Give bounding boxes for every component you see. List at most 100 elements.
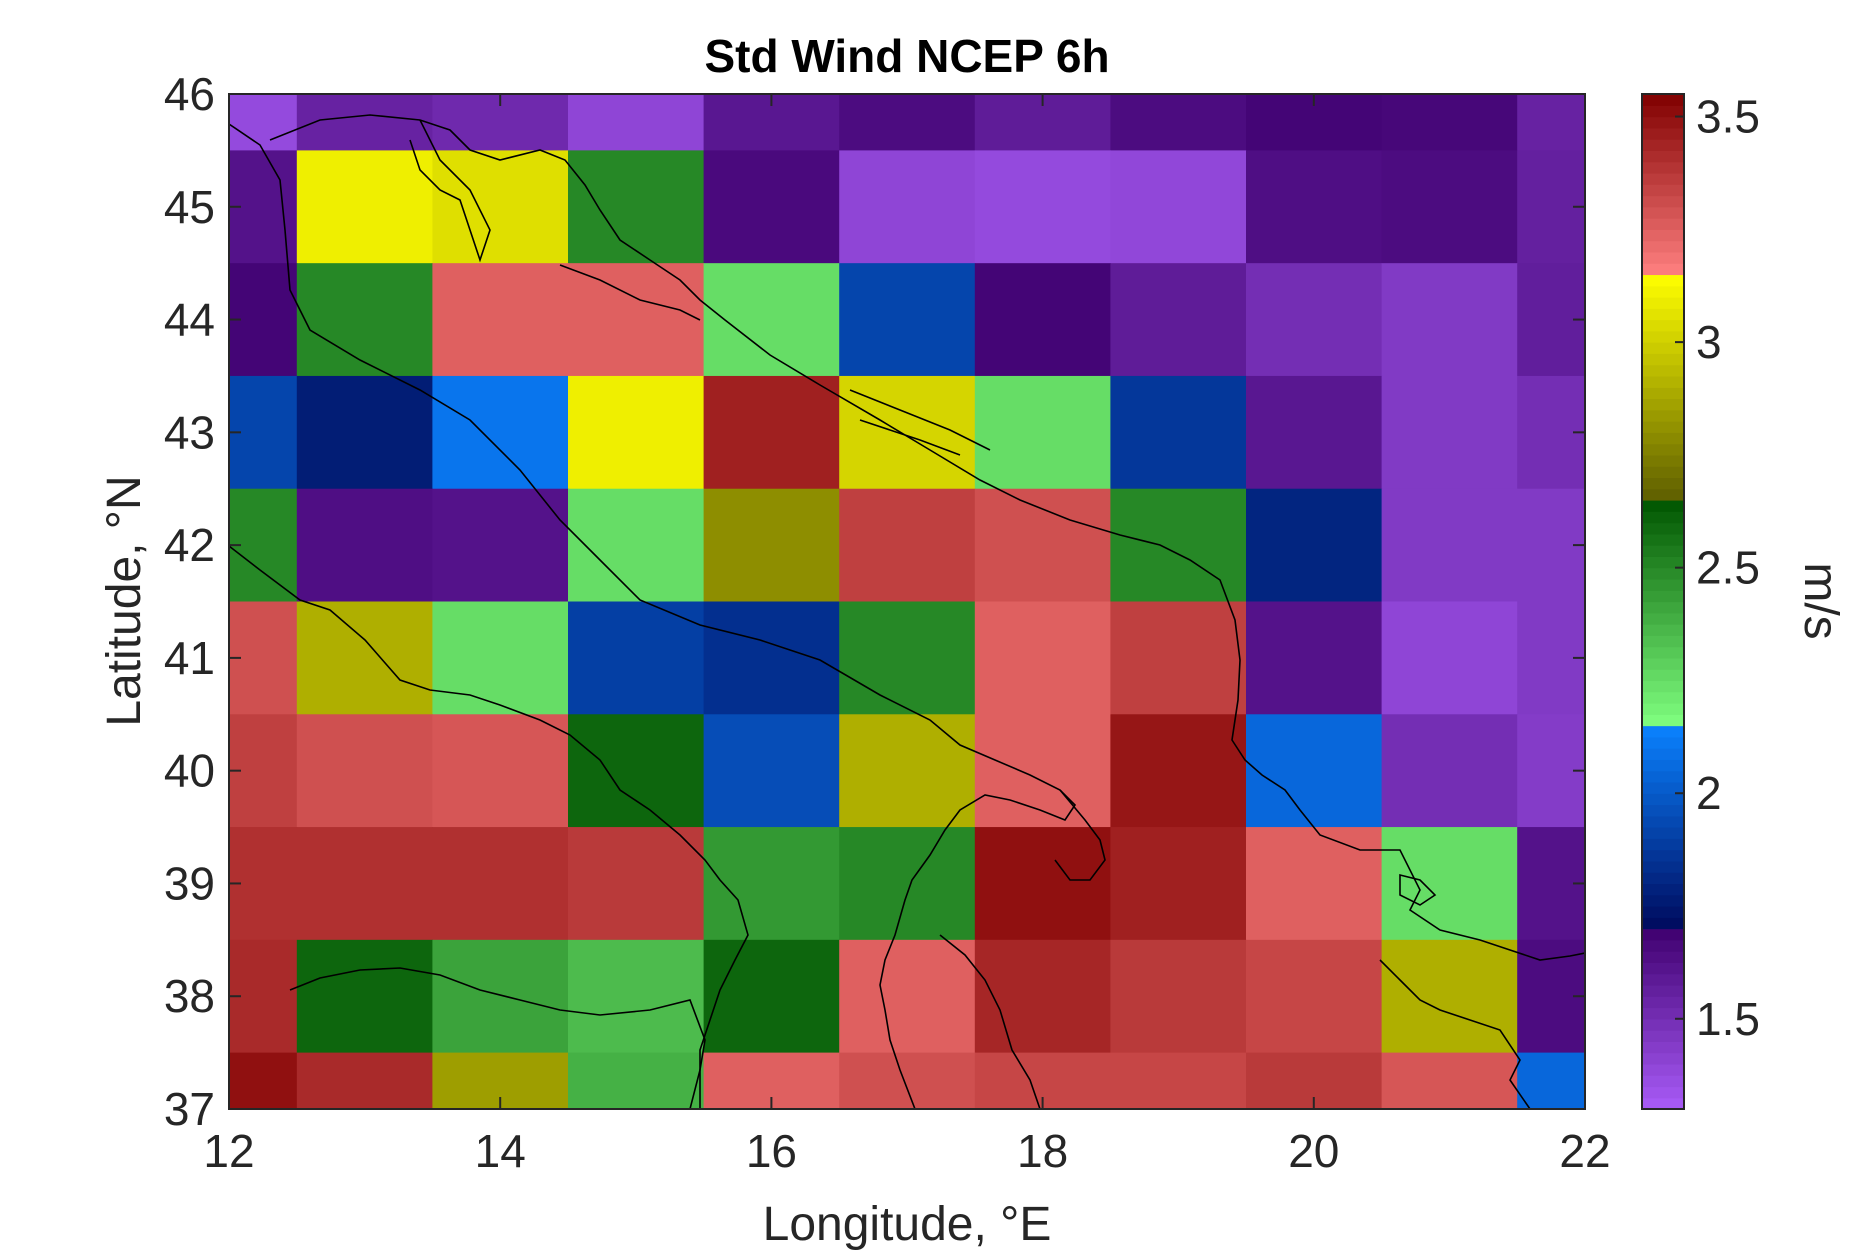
colorbar-step (1642, 793, 1684, 806)
heatmap-cell-r7-c1 (296, 827, 433, 941)
y-tick-label: 43 (164, 406, 215, 458)
colorbar-step (1642, 860, 1684, 873)
colorbar-step (1642, 195, 1684, 208)
colorbar-step (1642, 545, 1684, 557)
colorbar-step (1642, 105, 1684, 118)
colorbar-step (1642, 454, 1684, 467)
colorbar-label: m/s (1794, 562, 1847, 639)
colorbar-step (1642, 1063, 1684, 1076)
heatmap-cell-r4-c9 (1381, 488, 1518, 603)
heatmap-cell-r0-c9 (1381, 94, 1518, 151)
colorbar-tick-label: 2 (1696, 767, 1722, 819)
y-tick-label: 44 (164, 294, 215, 346)
heatmap-cell-r4-c2 (432, 488, 569, 603)
colorbar-step (1642, 567, 1684, 580)
heatmap-cell-r3-c7 (1110, 375, 1247, 490)
heatmap-cell-r5-c5 (839, 601, 976, 715)
colorbar-step (1642, 725, 1684, 738)
heatmap-cell-r1-c7 (1110, 150, 1247, 264)
heatmap-cell-r6-c6 (974, 714, 1111, 828)
heatmap-cell-r7-c9 (1381, 827, 1518, 941)
y-tick-label: 45 (164, 181, 215, 233)
colorbar-tick-label: 1.5 (1696, 993, 1760, 1045)
colorbar-step (1642, 375, 1684, 388)
colorbar-step (1642, 939, 1684, 952)
y-axis-label: Latitude, °N (98, 475, 151, 726)
heatmap-cell-r7-c7 (1110, 827, 1247, 941)
y-axis: 37 38 39 40 41 42 43 44 45 46 (164, 68, 1585, 1135)
colorbar-step (1642, 353, 1684, 366)
heatmap-cell-r6-c4 (703, 714, 840, 828)
colorbar-step (1642, 127, 1684, 140)
colorbar-step (1642, 872, 1684, 885)
colorbar-step (1642, 1097, 1684, 1110)
heatmap-cell-r0-c5 (839, 94, 976, 151)
heatmap-cell-r4-c5 (839, 488, 976, 603)
colorbar-step (1642, 263, 1684, 276)
colorbar-step (1642, 398, 1684, 411)
colorbar-step (1642, 804, 1684, 817)
x-tick-label: 14 (475, 1125, 526, 1177)
x-axis: 12 14 16 18 20 22 (203, 94, 1611, 1177)
heatmap-cell-r3-c1 (296, 375, 433, 490)
heatmap-cell-r2-c1 (296, 263, 433, 377)
colorbar-step (1642, 849, 1684, 862)
heatmap-cell-r9-c0 (229, 1052, 298, 1110)
heatmap-cell-r1-c8 (1246, 150, 1383, 264)
coastline-ionian-island (1399, 873, 1437, 906)
colorbar-step (1642, 94, 1684, 106)
colorbar-step (1642, 251, 1684, 264)
colorbar-step (1642, 1030, 1684, 1042)
heatmap-cell-r8-c6 (974, 939, 1111, 1054)
colorbar-step (1642, 443, 1684, 456)
heatmap-cell-r1-c9 (1381, 150, 1518, 264)
heatmap-cell-r2-c4 (703, 263, 840, 377)
x-tick-label: 16 (746, 1125, 797, 1177)
colorbar-step (1642, 150, 1684, 163)
x-axis-label: Longitude, °E (763, 1198, 1052, 1250)
colorbar-step (1642, 184, 1684, 197)
heatmap-cell-r5-c6 (974, 601, 1111, 715)
colorbar-step (1642, 759, 1684, 772)
colorbar-step (1642, 984, 1684, 997)
colorbar-step (1642, 1075, 1684, 1088)
colorbar-step (1642, 917, 1684, 930)
colorbar-step (1642, 342, 1684, 354)
colorbar-step (1642, 533, 1684, 546)
colorbar-step (1642, 646, 1684, 659)
heatmap-cell-r5-c7 (1110, 601, 1247, 715)
heatmap-cell-r2-c7 (1110, 263, 1247, 377)
heatmap-cell-r5-c8 (1246, 601, 1383, 715)
colorbar-step (1642, 488, 1684, 501)
heatmap-cell-r7-c5 (839, 827, 976, 941)
heatmap-cell-r9-c1 (296, 1052, 433, 1110)
colorbar-step (1642, 657, 1684, 670)
heatmap-cell-r4-c3 (568, 488, 705, 603)
colorbar-step (1642, 815, 1684, 828)
colorbar-step (1642, 500, 1684, 512)
colorbar-step (1642, 590, 1684, 603)
colorbar-tick-label: 3.5 (1696, 91, 1760, 143)
colorbar-frame (1641, 93, 1685, 1110)
colorbar-step (1642, 139, 1684, 151)
heatmap-cell-r7-c4 (703, 827, 840, 941)
colorbar-step (1642, 601, 1684, 614)
heatmap-cell-r5-c3 (568, 601, 705, 715)
coastline-istria (409, 119, 491, 263)
heatmap-cell-r3-c9 (1381, 375, 1518, 490)
colorbar-step (1642, 218, 1684, 230)
colorbar-step (1642, 556, 1684, 569)
colorbar-step (1642, 1041, 1684, 1054)
heatmap-cell-r1-c5 (839, 150, 976, 264)
heatmap-cell-r4-c8 (1246, 488, 1383, 603)
heatmap-cell-r1-c2 (432, 150, 569, 264)
y-tick-label: 40 (164, 745, 215, 797)
colorbar-step (1642, 736, 1684, 749)
heatmap-cell-r5-c9 (1381, 601, 1518, 715)
colorbar-step (1642, 962, 1684, 975)
heatmap-cell-r0-c10 (1517, 94, 1586, 151)
colorbar-step (1642, 229, 1684, 242)
heatmap-cell-r9-c7 (1110, 1052, 1247, 1110)
y-tick-label: 42 (164, 519, 215, 571)
